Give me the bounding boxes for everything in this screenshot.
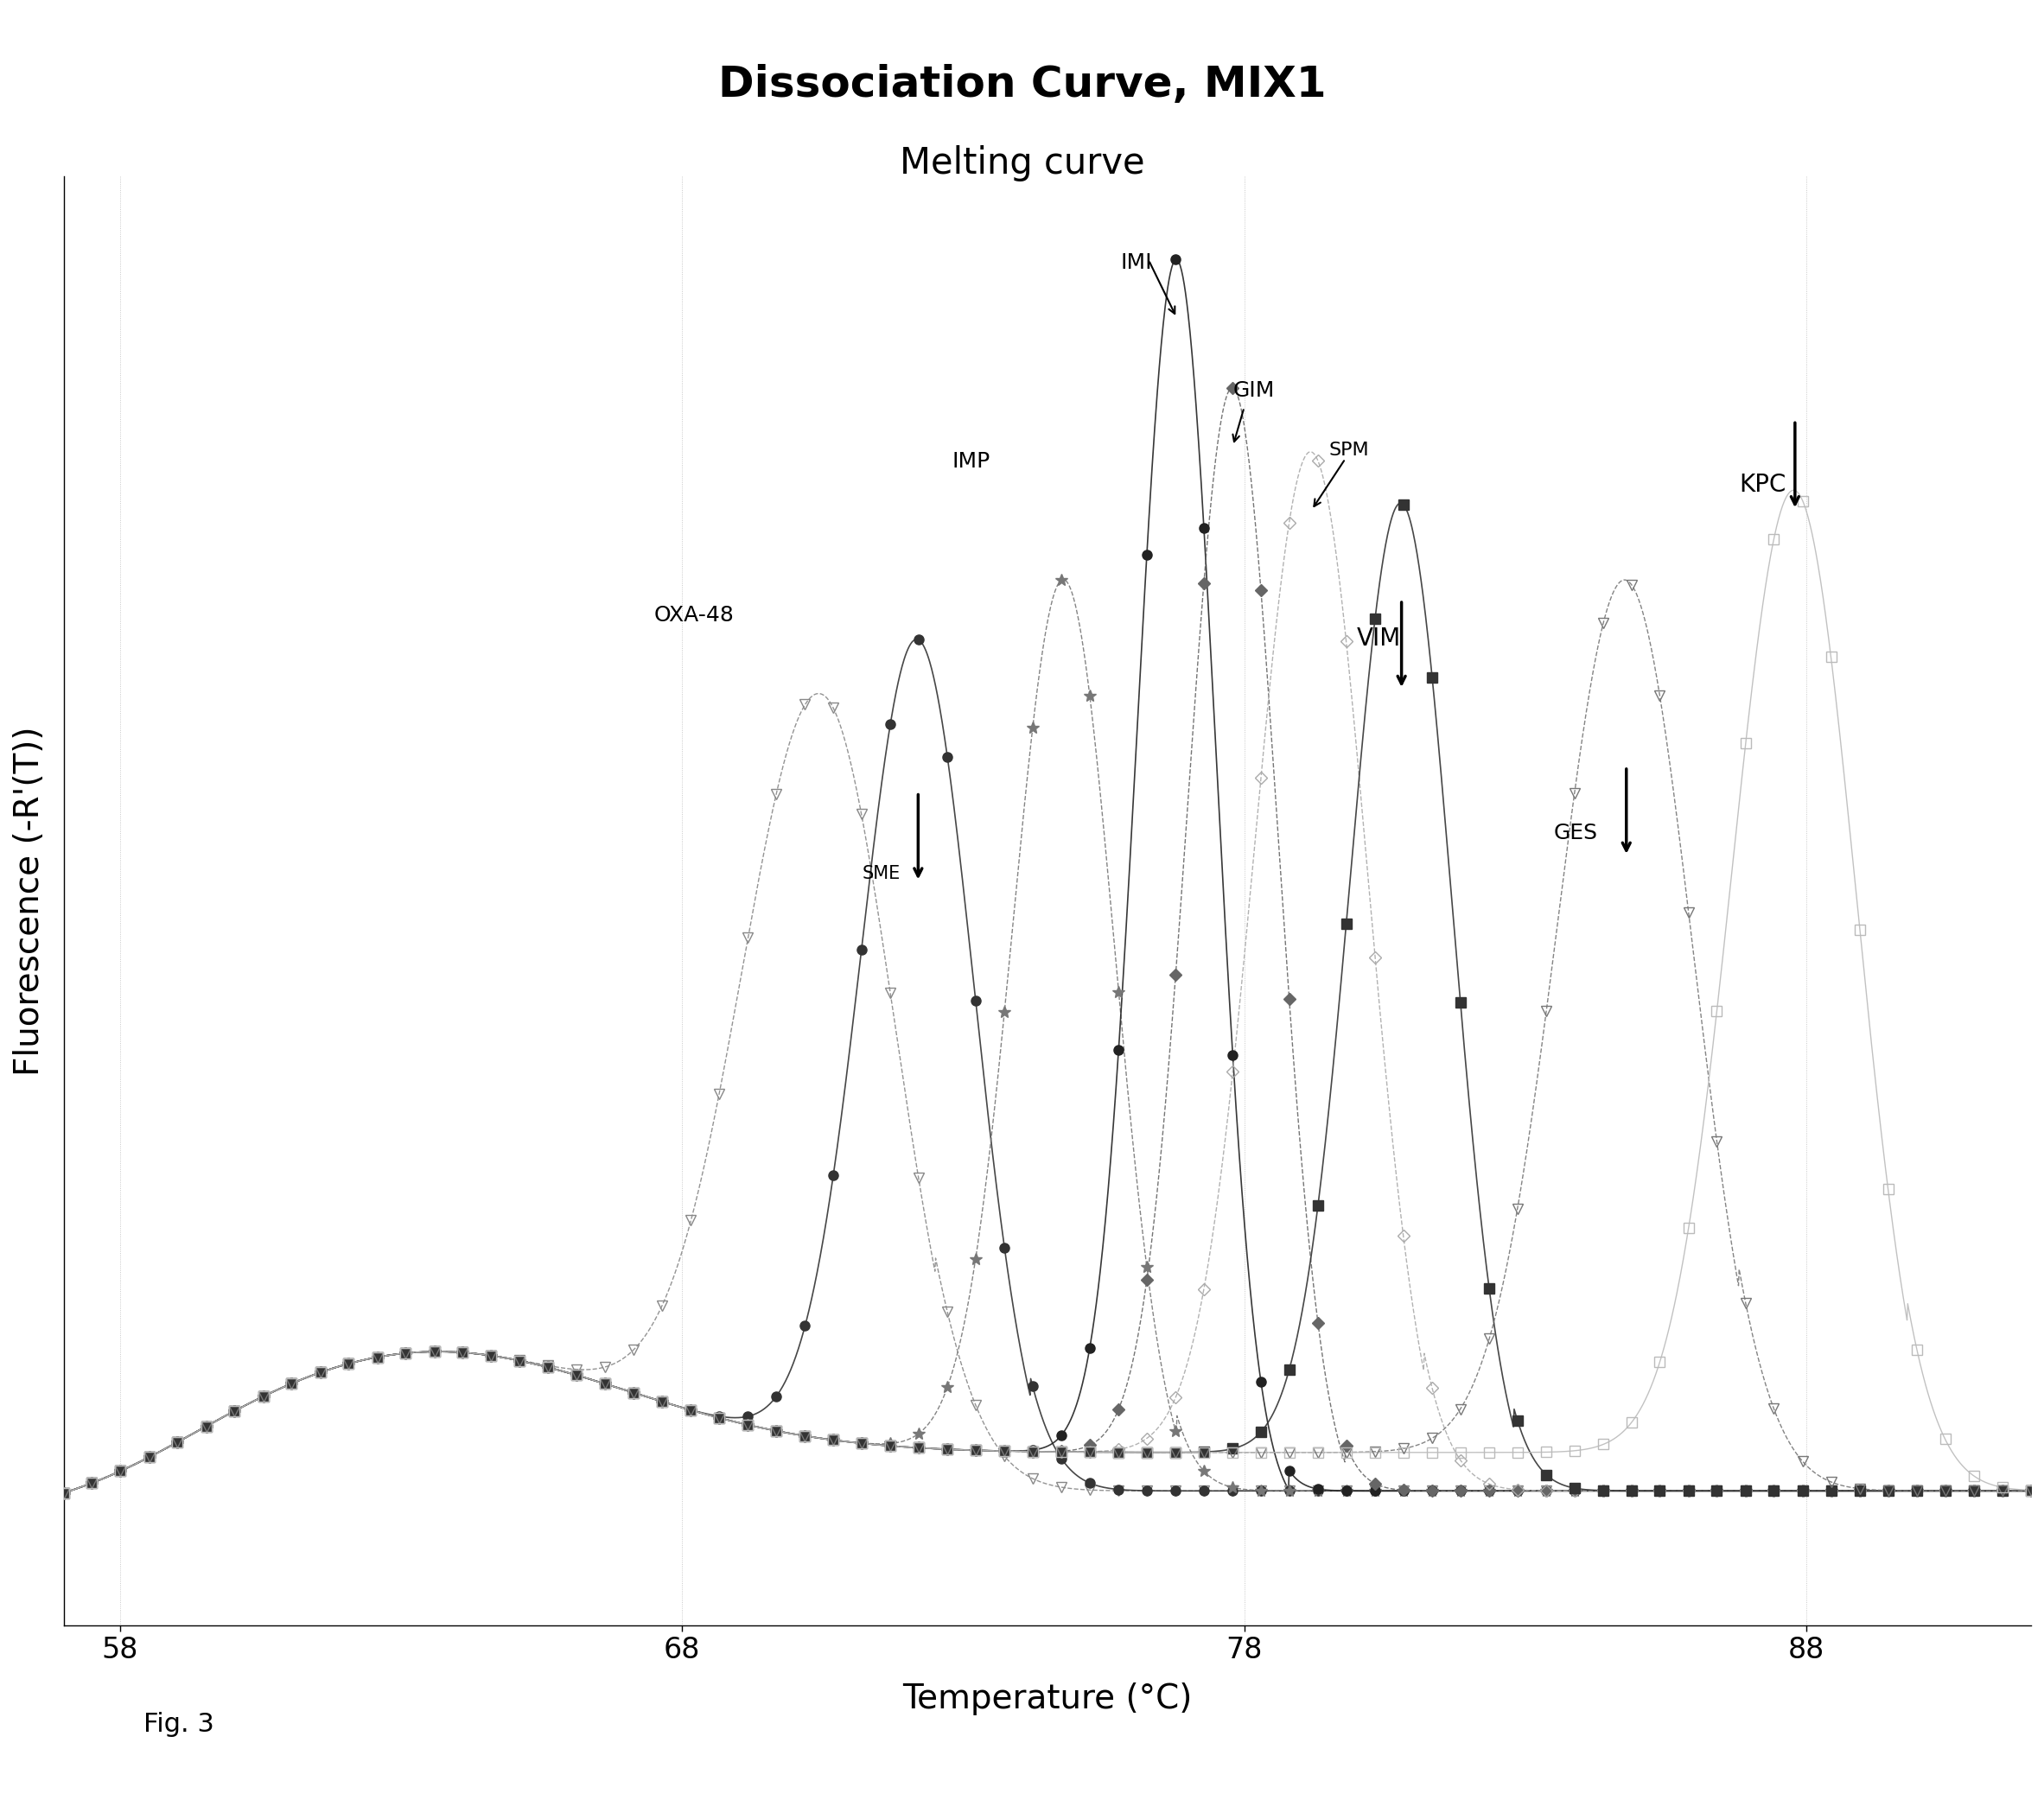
Text: Melting curve: Melting curve <box>899 146 1145 182</box>
Text: Fig. 3: Fig. 3 <box>143 1712 215 1737</box>
Text: SME: SME <box>863 864 899 882</box>
Text: KPC: KPC <box>1739 473 1786 497</box>
Text: SPM: SPM <box>1329 442 1369 458</box>
X-axis label: Temperature (°C): Temperature (°C) <box>903 1683 1192 1715</box>
Text: VIM: VIM <box>1357 628 1400 651</box>
Text: IMP: IMP <box>953 451 989 471</box>
Text: GES: GES <box>1553 822 1596 844</box>
Y-axis label: Fluorescence (-R'(T)): Fluorescence (-R'(T)) <box>12 726 45 1075</box>
Text: IMI: IMI <box>1120 253 1153 273</box>
Text: GIM: GIM <box>1233 380 1275 400</box>
Text: Dissociation Curve, MIX1: Dissociation Curve, MIX1 <box>717 64 1327 106</box>
Text: OXA-48: OXA-48 <box>654 604 734 626</box>
